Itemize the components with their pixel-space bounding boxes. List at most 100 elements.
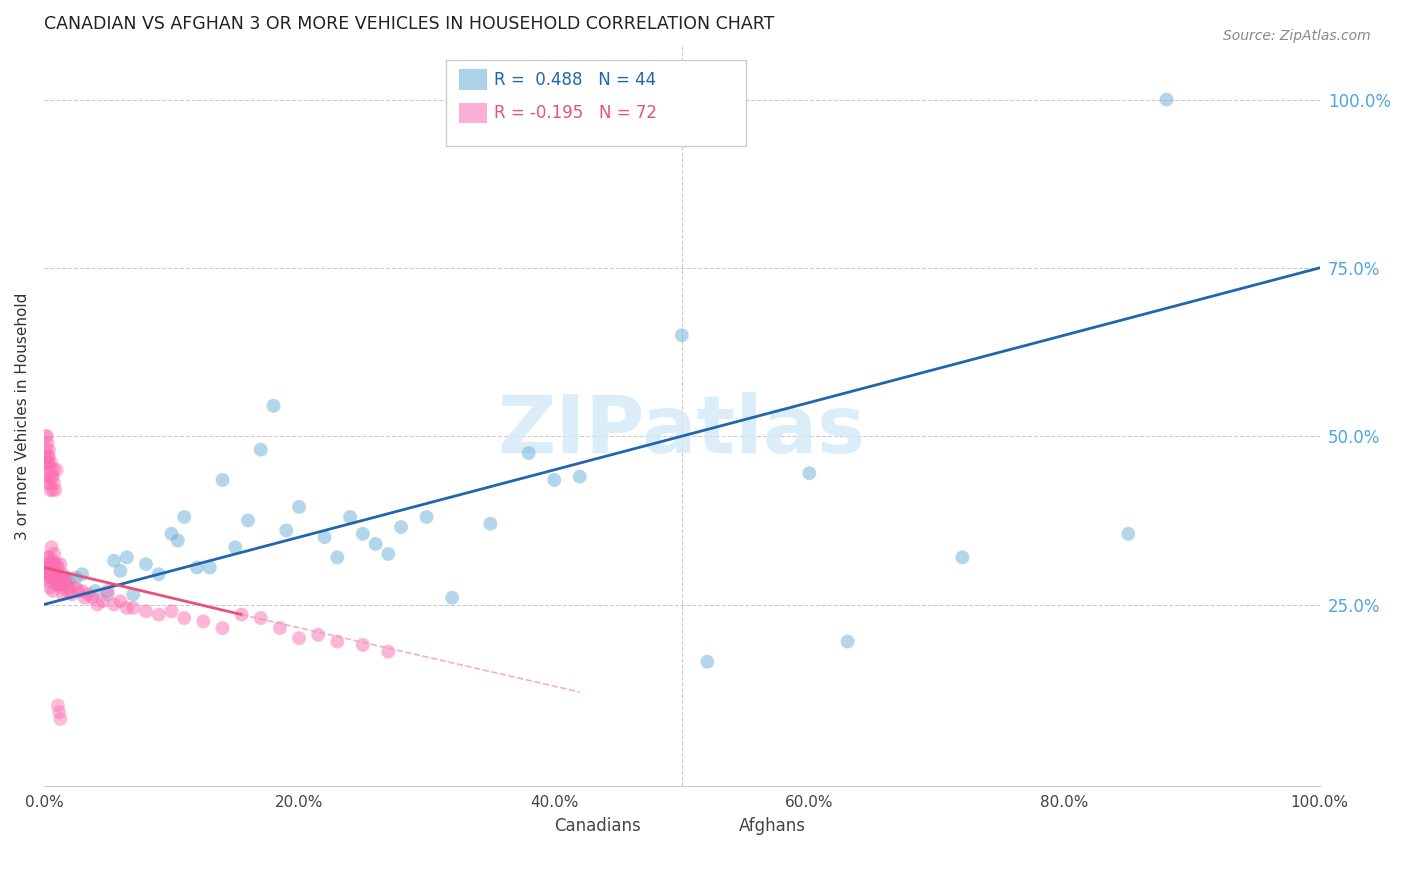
- Point: [276, 524, 298, 538]
- Point: [249, 442, 271, 457]
- Point: [42, 463, 65, 477]
- Point: [110, 564, 132, 578]
- Point: [38, 574, 60, 588]
- Point: [44, 483, 66, 497]
- Point: [51, 571, 73, 585]
- Point: [91, 594, 114, 608]
- Point: [37, 567, 59, 582]
- Point: [46, 698, 69, 713]
- Point: [38, 564, 60, 578]
- Point: [39, 483, 62, 497]
- Point: [67, 584, 90, 599]
- Point: [84, 584, 107, 599]
- Point: [377, 645, 399, 659]
- Point: [186, 560, 208, 574]
- Point: [799, 467, 821, 481]
- Point: [41, 469, 63, 483]
- Point: [288, 500, 311, 514]
- Point: [56, 577, 79, 591]
- Point: [517, 446, 540, 460]
- Point: [48, 577, 70, 591]
- Point: [42, 483, 65, 497]
- Point: [37, 476, 59, 491]
- Point: [122, 587, 145, 601]
- Point: [39, 581, 62, 595]
- Point: [352, 526, 374, 541]
- Point: [42, 557, 65, 571]
- Point: [38, 450, 60, 464]
- Point: [173, 510, 195, 524]
- Point: [288, 631, 311, 645]
- Point: [42, 469, 65, 483]
- Point: [82, 591, 104, 605]
- Point: [42, 571, 65, 585]
- Point: [415, 510, 437, 524]
- Point: [42, 476, 65, 491]
- Point: [211, 473, 233, 487]
- Point: [70, 567, 93, 582]
- Point: [263, 399, 285, 413]
- Point: [42, 554, 65, 568]
- Point: [45, 567, 67, 582]
- Bar: [458, 70, 486, 90]
- Point: [41, 571, 63, 585]
- Point: [35, 429, 58, 443]
- Point: [389, 520, 412, 534]
- Point: [55, 574, 77, 588]
- Point: [307, 628, 329, 642]
- Point: [58, 581, 80, 595]
- Point: [38, 442, 60, 457]
- Point: [65, 581, 87, 595]
- Point: [53, 571, 76, 585]
- Point: [37, 436, 59, 450]
- Point: [42, 547, 65, 561]
- Point: [38, 456, 60, 470]
- Point: [48, 571, 70, 585]
- Point: [42, 567, 65, 582]
- Point: [73, 591, 96, 605]
- Point: [45, 557, 67, 571]
- Point: [160, 526, 183, 541]
- Point: [115, 600, 138, 615]
- Point: [49, 557, 72, 571]
- Point: [45, 567, 67, 582]
- Point: [249, 611, 271, 625]
- Point: [568, 469, 591, 483]
- Point: [148, 607, 170, 622]
- Point: [37, 550, 59, 565]
- Y-axis label: 3 or more Vehicles in Household: 3 or more Vehicles in Household: [15, 293, 30, 540]
- Point: [35, 442, 58, 457]
- Bar: [707, 818, 735, 834]
- Point: [34, 567, 56, 582]
- Bar: [458, 103, 486, 123]
- Text: R =  0.488   N = 44: R = 0.488 N = 44: [495, 70, 657, 88]
- Point: [35, 571, 58, 585]
- Point: [1156, 93, 1178, 107]
- Point: [35, 429, 58, 443]
- Point: [41, 541, 63, 555]
- Point: [352, 638, 374, 652]
- Text: ZIPatlas: ZIPatlas: [498, 392, 866, 470]
- Point: [326, 634, 349, 648]
- Point: [441, 591, 464, 605]
- Point: [56, 584, 79, 599]
- Point: [115, 550, 138, 565]
- Point: [34, 450, 56, 464]
- Point: [269, 621, 291, 635]
- Point: [39, 476, 62, 491]
- Point: [49, 712, 72, 726]
- Point: [38, 550, 60, 565]
- Point: [77, 587, 100, 601]
- Point: [46, 577, 69, 591]
- Point: [314, 530, 336, 544]
- Point: [37, 450, 59, 464]
- Point: [41, 557, 63, 571]
- Point: [339, 510, 361, 524]
- Point: [198, 560, 221, 574]
- Point: [110, 594, 132, 608]
- Point: [231, 607, 253, 622]
- Point: [148, 567, 170, 582]
- Point: [65, 571, 87, 585]
- Point: [48, 705, 70, 719]
- Point: [51, 581, 73, 595]
